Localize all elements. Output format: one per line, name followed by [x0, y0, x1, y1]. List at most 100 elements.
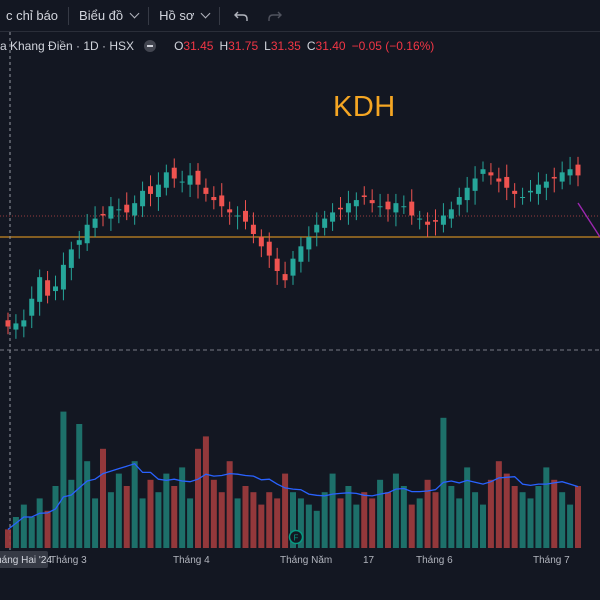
candle-body — [258, 237, 264, 247]
volume-bar — [432, 492, 439, 548]
volume-bar — [297, 498, 304, 548]
candle-body — [330, 212, 336, 222]
redo-button[interactable] — [258, 0, 292, 31]
candle-body — [464, 187, 470, 201]
volume-bar — [107, 492, 114, 548]
volume-bar — [68, 479, 75, 548]
candle-body — [409, 201, 415, 216]
candle-body — [559, 172, 565, 182]
volume-bar — [258, 504, 265, 548]
candle-body — [306, 237, 312, 250]
candle-body — [567, 169, 573, 176]
candle-body — [179, 181, 185, 183]
earnings-event-label: F — [294, 534, 299, 543]
candle-body — [543, 181, 549, 188]
volume-bar — [385, 492, 391, 548]
volume-bar — [416, 498, 423, 548]
volume-bar — [44, 510, 51, 548]
candle-body — [393, 203, 399, 213]
volume-bar — [321, 492, 328, 548]
volume-bar — [123, 486, 130, 548]
candle-body — [21, 320, 27, 327]
candle-body — [520, 197, 526, 198]
redo-icon — [264, 5, 286, 27]
volume-bar — [28, 517, 35, 548]
earnings-event-icon — [288, 529, 304, 545]
candle-body — [195, 170, 201, 185]
x-axis-tick-label: Tháng 6 — [416, 555, 453, 566]
candle-body — [203, 187, 209, 194]
candle-body — [528, 190, 533, 193]
candle-body — [163, 172, 169, 188]
volume-bar — [337, 498, 344, 548]
volume-bar — [171, 486, 178, 548]
open-value: 31.45 — [183, 39, 214, 53]
volume-bar — [92, 498, 99, 548]
volume-bar — [60, 411, 67, 548]
volume-bar — [345, 486, 352, 548]
chart-type-button[interactable]: Biểu đồ — [73, 0, 144, 31]
candle-body — [472, 178, 478, 191]
profile-button[interactable]: Hồ sơ — [153, 0, 215, 31]
volume-bar — [36, 498, 43, 548]
volume-bar — [179, 467, 186, 548]
volume-bar — [282, 473, 289, 548]
volume-bar — [155, 492, 162, 548]
candle-body — [401, 206, 407, 208]
volume-bar — [472, 492, 479, 548]
candle-body — [235, 215, 241, 217]
volume-bar — [250, 492, 257, 548]
x-axis-tick-label: Tháng 3 — [50, 555, 87, 566]
volume-bar — [313, 510, 320, 548]
volume-bar — [139, 498, 146, 548]
toolbar-divider — [219, 6, 221, 25]
undo-button[interactable] — [224, 0, 258, 31]
candle-body — [124, 204, 130, 213]
candle-body — [385, 201, 391, 210]
volume-bar — [266, 492, 273, 548]
close-value: 31.40 — [315, 39, 346, 53]
x-axis-tick-label: Tháng Năm — [280, 555, 332, 566]
candle-body — [361, 195, 367, 197]
change-value: −0.05 (−0.16%) — [351, 39, 435, 53]
chevron-down-icon — [200, 8, 211, 19]
volume-bar — [559, 492, 566, 548]
candle-body — [148, 186, 153, 194]
candle-body — [92, 218, 98, 228]
volume-bar — [369, 498, 376, 548]
volume-bar — [147, 479, 154, 548]
candle-body — [37, 277, 43, 302]
candle-body — [480, 169, 486, 174]
volume-bar — [408, 504, 415, 548]
volume-bar — [210, 479, 217, 548]
candle-body — [227, 209, 233, 213]
volume-bar — [187, 498, 194, 548]
candle-body — [219, 195, 225, 207]
candle-body — [456, 197, 462, 205]
profile-label: Hồ sơ — [159, 8, 195, 23]
volume-bar — [464, 467, 471, 548]
candle-body — [29, 298, 35, 316]
volume-bar — [76, 424, 83, 548]
toolbar-divider — [68, 6, 70, 25]
candle-body — [290, 258, 296, 276]
collapse-legend-icon[interactable] — [144, 40, 157, 52]
volume-bar — [487, 479, 494, 548]
candle-body — [433, 220, 438, 222]
candle-body — [551, 176, 557, 179]
candle-body — [100, 213, 106, 216]
candle-body — [369, 200, 375, 204]
indicators-button[interactable]: c chỉ báo — [0, 0, 64, 31]
candle-body — [116, 209, 122, 211]
candle-body — [417, 218, 423, 220]
volume-bar — [392, 473, 399, 548]
volume-bar — [535, 486, 542, 548]
volume-bar — [5, 529, 11, 548]
candle-body — [512, 190, 518, 194]
volume-bar — [84, 461, 91, 548]
volume-bar — [290, 492, 296, 548]
volume-bar — [131, 461, 138, 548]
chart-type-label: Biểu đồ — [79, 8, 124, 23]
volume-bar — [495, 461, 502, 548]
